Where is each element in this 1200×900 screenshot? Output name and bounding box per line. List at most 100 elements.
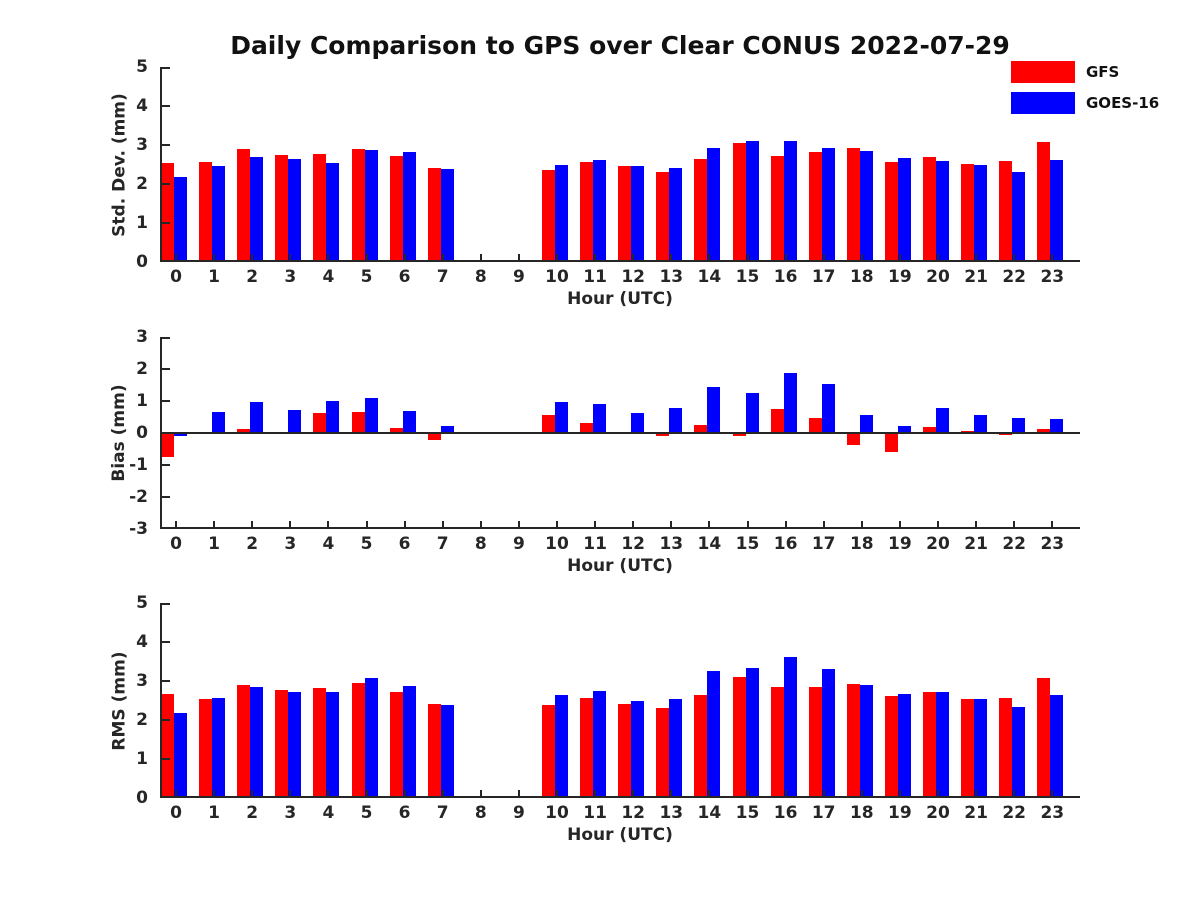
bar-gfs-hour-2 (237, 685, 251, 798)
bar-goes16-hour-2 (250, 157, 264, 262)
bar-gfs-hour-7 (427, 167, 441, 262)
x-tick-label: 17 (811, 534, 836, 554)
bar-gfs-hour-13 (656, 433, 670, 437)
y-tick-label: 2 (136, 710, 148, 730)
legend: GFS GOES-16 (1011, 61, 1159, 123)
x-tick-label: 22 (1002, 534, 1027, 554)
bar-goes16-hour-0 (174, 176, 187, 262)
bar-gfs-hour-12 (618, 703, 632, 798)
bar-gfs-hour-11 (580, 161, 594, 262)
x-tick (898, 521, 901, 529)
x-tick-label: 12 (621, 534, 646, 554)
y-axis-spine (160, 603, 162, 798)
x-tick-label: 17 (811, 267, 836, 287)
x-tick (517, 254, 520, 262)
bar-goes16-hour-2 (250, 401, 264, 433)
bar-goes16-hour-20 (936, 691, 949, 798)
x-tick (175, 254, 177, 262)
bar-gfs-hour-1 (199, 698, 213, 798)
y-tick-label: 1 (136, 213, 148, 233)
bar-goes16-hour-11 (593, 691, 607, 798)
zero-line (160, 432, 1080, 434)
y-tick-label: 3 (136, 135, 148, 155)
bar-goes16-hour-10 (555, 694, 568, 798)
x-tick-label: 2 (246, 534, 259, 554)
bar-gfs-hour-17 (808, 686, 822, 798)
x-tick (403, 521, 406, 529)
x-tick (784, 254, 787, 262)
y-tick-label: 5 (136, 57, 148, 77)
bar-goes16-hour-6 (402, 151, 416, 262)
x-tick-label: 14 (697, 267, 722, 287)
bar-gfs-hour-12 (618, 166, 632, 262)
x-tick (937, 254, 939, 262)
x-tick (517, 521, 520, 529)
x-tick (860, 521, 863, 529)
x-tick (403, 790, 406, 798)
x-tick-label: 11 (583, 803, 607, 823)
bar-goes16-hour-7 (440, 168, 454, 262)
y-tick-label: 2 (136, 174, 148, 194)
y-tick-label: 5 (136, 593, 148, 613)
y-tick (160, 758, 170, 760)
x-tick-label: 4 (322, 803, 335, 823)
x-tick-label: 18 (849, 803, 874, 823)
figure-title: Daily Comparison to GPS over Clear CONUS… (230, 31, 1010, 60)
x-tick-label: 17 (811, 803, 836, 823)
bar-goes16-hour-2 (250, 686, 264, 798)
bar-gfs-hour-22 (999, 697, 1013, 798)
bar-goes16-hour-11 (593, 404, 607, 433)
x-tick-label: 7 (436, 267, 449, 287)
x-tick-label: 12 (621, 803, 646, 823)
x-axis-spine (160, 527, 1080, 529)
bar-goes16-hour-21 (974, 699, 988, 798)
legend-label-goes16: GOES-16 (1086, 94, 1160, 112)
x-tick-label: 23 (1040, 267, 1065, 287)
y-tick-label: 0 (136, 252, 148, 272)
bar-goes16-hour-22 (1012, 417, 1026, 433)
y-tick (160, 105, 170, 107)
x-tick-label: 6 (398, 803, 411, 823)
bar-goes16-hour-10 (555, 164, 568, 262)
bar-goes16-hour-21 (974, 414, 988, 433)
bar-goes16-hour-12 (631, 412, 645, 433)
x-tick (822, 521, 825, 529)
x-tick-label: 14 (697, 534, 722, 554)
bar-gfs-hour-6 (389, 691, 403, 798)
bar-goes16-hour-16 (783, 656, 797, 798)
bar-gfs-hour-13 (656, 707, 670, 798)
x-tick (708, 521, 711, 529)
y-tick (160, 641, 170, 643)
x-tick-label: 13 (659, 803, 684, 823)
bar-goes16-hour-22 (1012, 707, 1026, 798)
y-tick (160, 400, 170, 402)
bar-goes16-hour-19 (897, 158, 911, 262)
x-tick-label: 20 (926, 803, 950, 823)
x-tick (822, 790, 825, 798)
x-tick (479, 790, 482, 798)
bar-goes16-hour-10 (555, 401, 568, 433)
stddev-chart: Std. Dev. (mm) 0 1 2 3 4 5 0 1 2 3 4 5 6 7 8 9 10 11 12 13 1… (109, 57, 1080, 312)
x-tick (708, 790, 711, 798)
x-tick-label: 9 (512, 534, 525, 554)
x-tick-label: 6 (398, 534, 411, 554)
bar-goes16-hour-3 (288, 691, 302, 798)
x-tick (213, 521, 216, 529)
bar-gfs-hour-11 (580, 423, 594, 433)
x-tick (975, 254, 978, 262)
x-tick-label: 10 (545, 534, 569, 554)
bar-goes16-hour-14 (707, 386, 721, 433)
x-tick (327, 790, 330, 798)
y-tick (160, 260, 170, 262)
bar-gfs-hour-19 (884, 162, 898, 262)
x-tick-label: 18 (849, 534, 874, 554)
x-tick-label: 19 (888, 534, 912, 554)
bar-gfs-hour-6 (389, 155, 403, 262)
bar-goes16-hour-20 (936, 408, 949, 433)
y-tick-label: 3 (136, 671, 148, 691)
bar-goes16-hour-15 (745, 393, 759, 433)
bar-goes16-hour-13 (669, 408, 683, 433)
bar-goes16-hour-19 (897, 693, 911, 798)
bar-gfs-hour-15 (732, 143, 746, 262)
goes16-color-swatch (1011, 92, 1075, 114)
